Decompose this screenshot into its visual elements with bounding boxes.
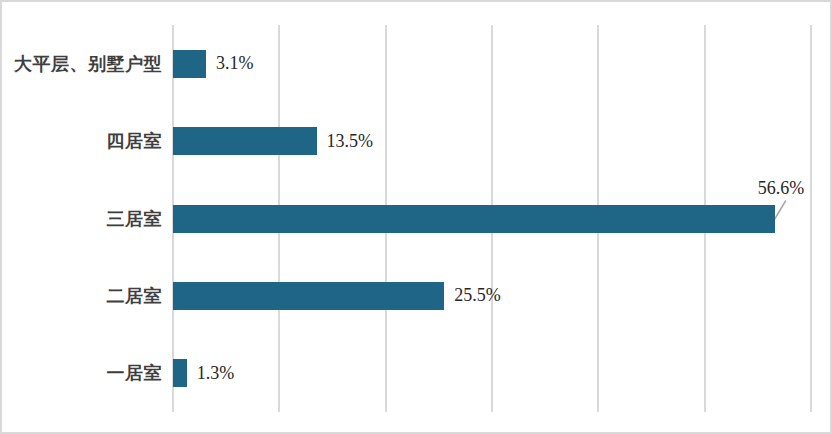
bar [173,282,444,310]
gridline [810,25,812,412]
bar [173,50,206,78]
bar [173,205,775,233]
bar-chart: 大平层、别墅户型四居室三居室二居室一居室 3.1% 13.5% 56.6% 25.5%… [0,0,832,434]
category-label: 四居室 [2,102,162,179]
plot-area: 3.1% 13.5% 56.6% 25.5% 1.3% [173,25,811,412]
value-label: 56.6% [758,175,805,203]
leader-line [774,201,786,221]
category-label: 二居室 [2,257,162,334]
category-label: 一居室 [2,335,162,412]
value-label: 25.5% [454,282,501,310]
value-label: 3.1% [216,50,254,78]
category-label: 大平层、别墅户型 [2,25,162,102]
category-axis-labels: 大平层、别墅户型四居室三居室二居室一居室 [2,25,162,412]
category-label: 三居室 [2,180,162,257]
bar [173,127,317,155]
value-label: 1.3% [197,359,235,387]
bar [173,359,187,387]
value-label: 13.5% [327,127,374,155]
